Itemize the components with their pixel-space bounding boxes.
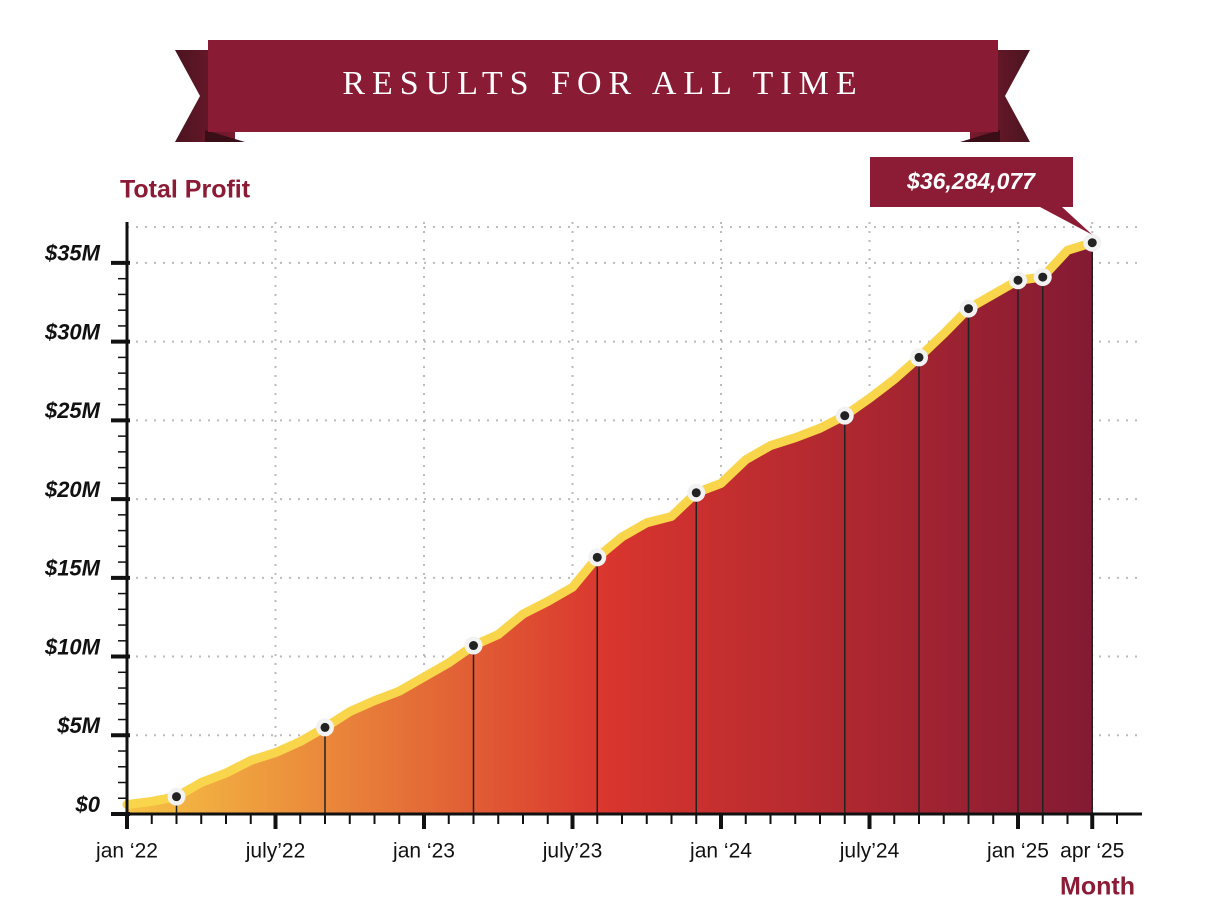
marker-dot — [914, 352, 924, 362]
marker-dot — [840, 411, 850, 421]
y-tick-label: $10M — [44, 634, 101, 659]
x-tick-label: july’22 — [245, 840, 306, 863]
chart-title: RESULTS FOR ALL TIME — [342, 65, 863, 102]
y-tick-label: $15M — [44, 556, 101, 581]
x-tick-label: apr ‘25 — [1060, 840, 1124, 863]
x-tick-label: jan ‘22 — [95, 840, 158, 863]
y-tick-label: $5M — [56, 713, 100, 738]
marker-dot — [1038, 272, 1048, 282]
y-axis-label: Total Profit — [120, 176, 251, 204]
y-tick-label: $30M — [44, 319, 101, 344]
y-tick-label: $25M — [44, 398, 101, 423]
marker-dot — [964, 304, 973, 314]
marker-dot — [172, 792, 181, 802]
title-banner: RESULTS FOR ALL TIME — [175, 40, 1030, 142]
marker-dot — [1087, 238, 1097, 248]
y-tick-label: $0 — [75, 792, 101, 817]
y-tick-label: $35M — [44, 241, 101, 266]
annotation-box — [870, 157, 1093, 235]
annotation: $36,284,077 — [906, 168, 1036, 194]
marker-dot — [1013, 275, 1023, 285]
x-tick-label: jan ‘25 — [986, 840, 1049, 863]
marker-dot — [469, 641, 478, 651]
x-tick-label: jan ‘24 — [689, 840, 752, 863]
x-axis-label: Month — [1060, 873, 1135, 901]
line — [122, 238, 1097, 810]
x-tick-label: july’23 — [542, 840, 603, 863]
x-tick-label: jan ‘23 — [392, 840, 455, 863]
y-tick-label: $20M — [44, 477, 101, 502]
marker-dot — [592, 552, 602, 562]
marker-dot — [320, 722, 330, 732]
x-tick-label: july’24 — [839, 840, 900, 863]
area — [127, 242, 1093, 815]
marker-dot — [691, 488, 701, 498]
